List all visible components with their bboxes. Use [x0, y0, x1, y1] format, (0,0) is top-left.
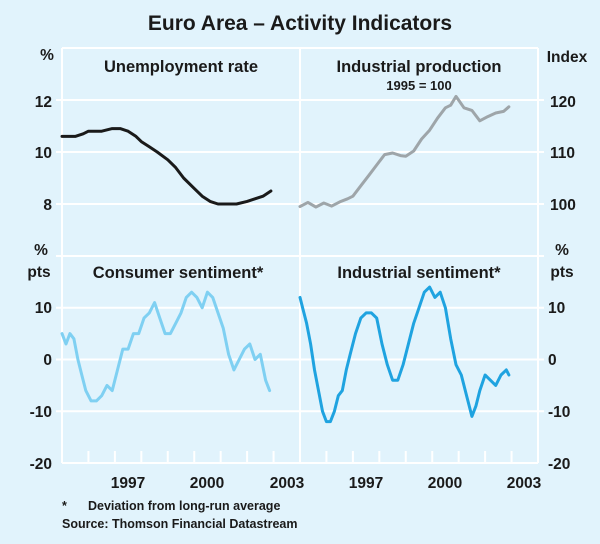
series-line-industrial-production: [298, 94, 511, 209]
y-tick-label: 10: [35, 145, 52, 162]
x-tick-label: 1997: [111, 475, 145, 492]
y-tick-label: 110: [550, 145, 575, 162]
y-unit-top-left: %: [40, 47, 54, 64]
x-tick-label: 2003: [270, 475, 305, 492]
y-tick-label: 100: [550, 197, 576, 214]
x-tick-label: 2000: [428, 475, 462, 492]
x-tick-label: 2003: [507, 475, 542, 492]
y-tick-label: 10: [548, 300, 565, 317]
y-unit-bottom-left-line1: %: [34, 242, 48, 259]
panel-title-consumer-sentiment: Consumer sentiment*: [93, 264, 264, 282]
x-tick-label: 2000: [190, 475, 224, 492]
panel-title-industrial-sentiment: Industrial sentiment*: [337, 264, 501, 282]
series-layer: [60, 94, 511, 424]
y-tick-label: 12: [35, 94, 52, 111]
y-tick-label: 0: [548, 352, 557, 369]
footnote-text: Deviation from long-run average: [88, 499, 280, 513]
y-tick-label: 8: [43, 197, 52, 214]
y-tick-label: 0: [43, 352, 52, 369]
y-unit-bottom-left-line2: pts: [27, 264, 50, 281]
chart-title: Euro Area – Activity Indicators: [148, 12, 452, 35]
gridlines: [56, 47, 544, 464]
panel-title-unemployment: Unemployment rate: [104, 58, 258, 76]
y-unit-top-right: Index: [547, 49, 588, 66]
footnote-marker: *: [62, 499, 67, 513]
y-tick-label: -10: [548, 404, 570, 421]
panel-title-industrial-production: Industrial production: [337, 58, 502, 76]
y-tick-label: 10: [35, 300, 52, 317]
x-tick-label: 1997: [349, 475, 383, 492]
y-unit-bottom-right-line2: pts: [550, 264, 573, 281]
series-line-consumer-sentiment: [60, 290, 272, 403]
y-tick-label: -20: [548, 456, 570, 473]
y-tick-label: -10: [30, 404, 52, 421]
series-line-industrial-sentiment: [298, 285, 511, 424]
panel-subtitle-base-year: 1995 = 100: [386, 78, 451, 93]
y-tick-label: 120: [550, 94, 576, 111]
source-text: Source: Thomson Financial Datastream: [62, 517, 297, 531]
series-line-unemployment: [60, 127, 273, 206]
y-tick-label: -20: [30, 456, 52, 473]
y-unit-bottom-right-line1: %: [555, 242, 569, 259]
